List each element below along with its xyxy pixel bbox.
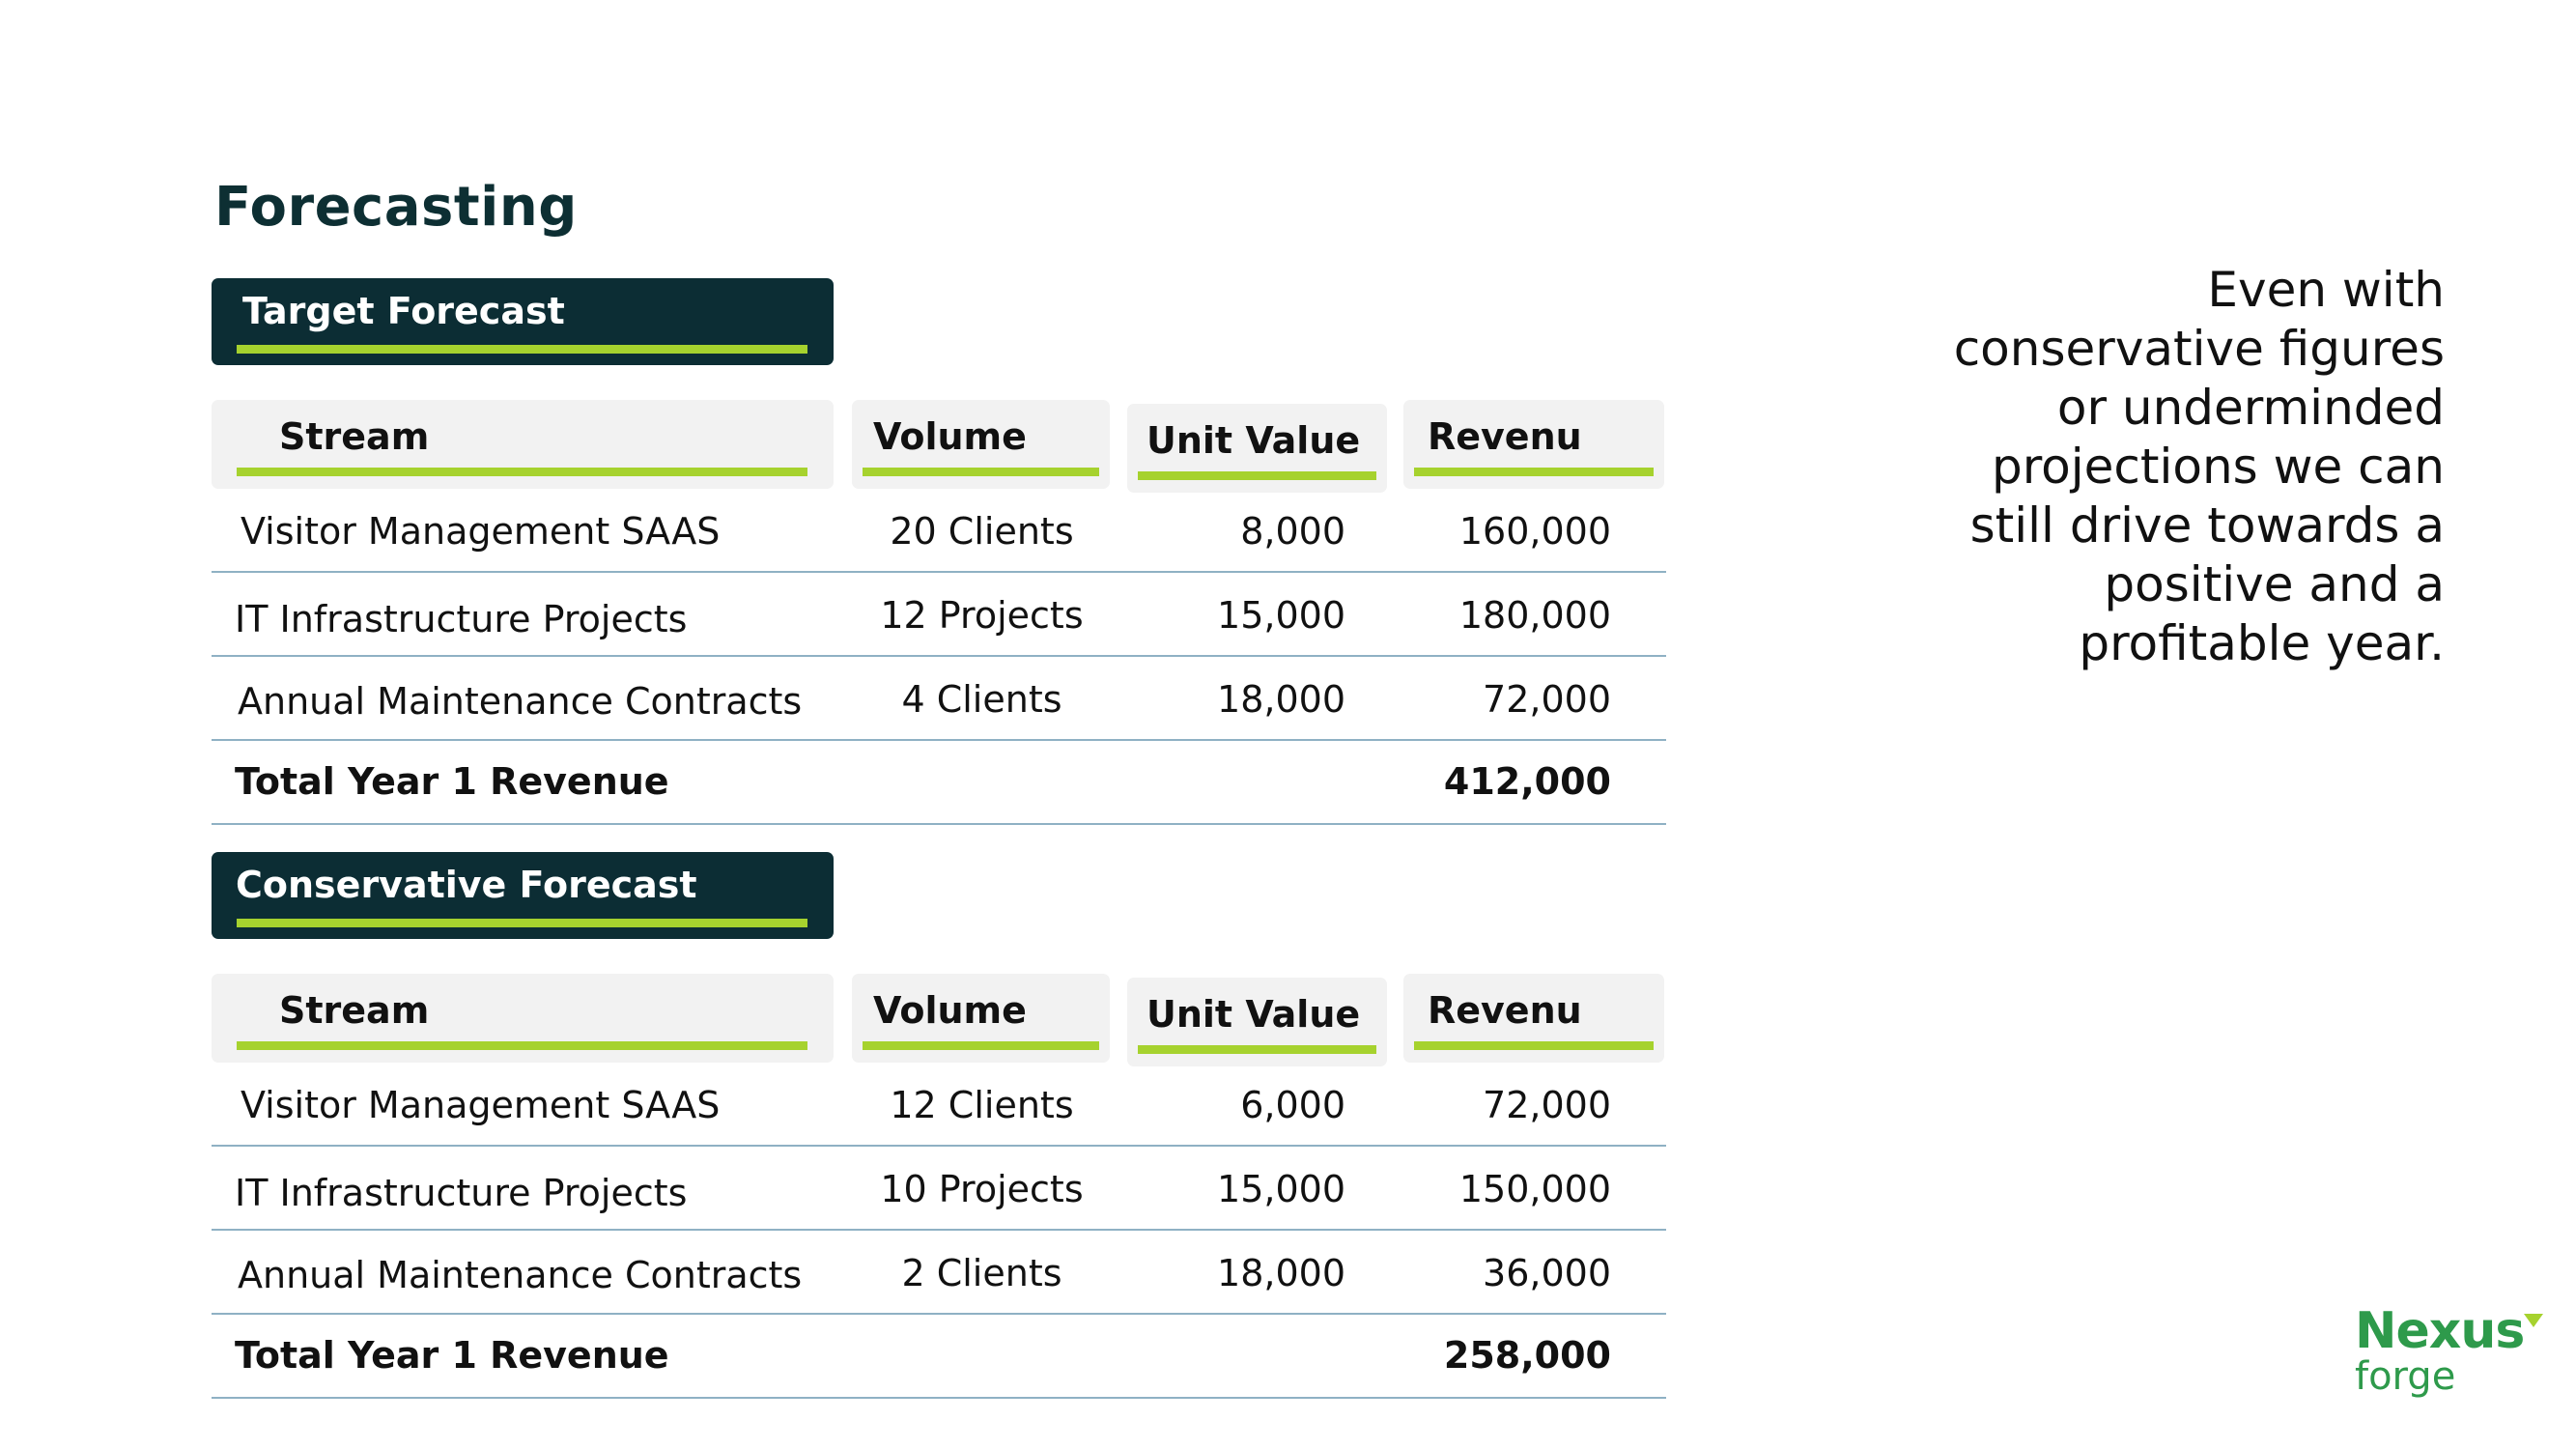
cell-stream: Visitor Management SAAS <box>241 510 721 553</box>
total-value: 412,000 <box>1443 760 1611 803</box>
cell-stream: Visitor Management SAAS <box>241 1084 721 1126</box>
cell-revenue: 36,000 <box>1483 1252 1611 1294</box>
header-underline <box>863 1041 1099 1050</box>
header-unit-value: Unit Value <box>1127 978 1387 1066</box>
conservative-forecast-section: Conservative Forecast Stream Volume Unit… <box>212 852 1666 1399</box>
cell-volume: 2 Clients <box>901 1252 1062 1294</box>
target-forecast-section: Target Forecast Stream Volume Unit Value… <box>212 278 1666 825</box>
header-label: Volume <box>873 415 1027 458</box>
page-title: Forecasting <box>214 176 578 239</box>
cell-unit-value: 15,000 <box>1217 594 1345 637</box>
total-label: Total Year 1 Revenue <box>235 760 669 803</box>
header-label: Unit Value <box>1146 419 1361 462</box>
tagline-text: Even with conservative figures or underm… <box>1953 262 2445 671</box>
table-header: Stream Volume Unit Value Revenu <box>212 400 1666 493</box>
cell-revenue: 150,000 <box>1458 1168 1611 1210</box>
header-underline <box>1414 468 1654 476</box>
header-label: Unit Value <box>1146 993 1361 1036</box>
header-label: Volume <box>873 989 1027 1032</box>
total-label: Total Year 1 Revenue <box>235 1334 669 1377</box>
cell-unit-value: 8,000 <box>1240 510 1345 553</box>
conservative-forecast-banner: Conservative Forecast <box>212 852 834 939</box>
header-volume: Volume <box>852 974 1110 1063</box>
header-revenue: Revenu <box>1403 400 1664 489</box>
cell-unit-value: 15,000 <box>1217 1168 1345 1210</box>
table-row: IT Infrastructure Projects 10 Projects 1… <box>212 1147 1666 1231</box>
cell-revenue: 72,000 <box>1483 1084 1611 1126</box>
header-unit-value: Unit Value <box>1127 404 1387 493</box>
cell-revenue: 180,000 <box>1458 594 1611 637</box>
header-stream: Stream <box>212 400 834 489</box>
header-underline <box>1138 1045 1376 1054</box>
header-label: Stream <box>279 989 430 1032</box>
header-underline <box>1138 471 1376 480</box>
header-label: Revenu <box>1428 989 1582 1032</box>
table-row: Visitor Management SAAS 20 Clients 8,000… <box>212 489 1666 573</box>
table-row: Visitor Management SAAS 12 Clients 6,000… <box>212 1063 1666 1147</box>
header-underline <box>237 468 807 476</box>
banner-underline <box>237 919 807 927</box>
table-row: Annual Maintenance Contracts 4 Clients 1… <box>212 657 1666 741</box>
header-stream: Stream <box>212 974 834 1063</box>
cell-stream: IT Infrastructure Projects <box>235 598 688 640</box>
table-row: Annual Maintenance Contracts 2 Clients 1… <box>212 1231 1666 1315</box>
cell-volume: 10 Projects <box>880 1168 1084 1210</box>
header-revenue: Revenu <box>1403 974 1664 1063</box>
table-row: IT Infrastructure Projects 12 Projects 1… <box>212 573 1666 657</box>
cell-volume: 4 Clients <box>901 678 1062 721</box>
cell-volume: 12 Clients <box>890 1084 1074 1126</box>
header-volume: Volume <box>852 400 1110 489</box>
cell-unit-value: 18,000 <box>1217 678 1345 721</box>
banner-underline <box>237 345 807 354</box>
nexus-forge-logo: Nexus forge <box>2355 1302 2543 1408</box>
cell-volume: 12 Projects <box>880 594 1084 637</box>
header-label: Stream <box>279 415 430 458</box>
table-header: Stream Volume Unit Value Revenu <box>212 974 1666 1066</box>
cell-volume: 20 Clients <box>890 510 1074 553</box>
banner-label: Target Forecast <box>242 290 565 332</box>
cell-stream: Annual Maintenance Contracts <box>238 1254 803 1296</box>
cell-revenue: 72,000 <box>1483 678 1611 721</box>
total-row: Total Year 1 Revenue 258,000 <box>212 1315 1666 1399</box>
header-label: Revenu <box>1428 415 1582 458</box>
cell-unit-value: 18,000 <box>1217 1252 1345 1294</box>
cell-stream: IT Infrastructure Projects <box>235 1172 688 1214</box>
cell-revenue: 160,000 <box>1458 510 1611 553</box>
total-row: Total Year 1 Revenue 412,000 <box>212 741 1666 825</box>
table-body: Visitor Management SAAS 20 Clients 8,000… <box>212 489 1666 825</box>
header-underline <box>1414 1041 1654 1050</box>
target-forecast-banner: Target Forecast <box>212 278 834 365</box>
header-underline <box>237 1041 807 1050</box>
logo-word-nexus: Nexus <box>2355 1302 2525 1360</box>
logo-word-forge: forge <box>2355 1354 2456 1399</box>
header-underline <box>863 468 1099 476</box>
table-body: Visitor Management SAAS 12 Clients 6,000… <box>212 1063 1666 1399</box>
cell-stream: Annual Maintenance Contracts <box>238 680 803 723</box>
total-value: 258,000 <box>1443 1334 1611 1377</box>
green-triangle-icon <box>2524 1314 2543 1327</box>
cell-unit-value: 6,000 <box>1240 1084 1345 1126</box>
banner-label: Conservative Forecast <box>236 864 697 906</box>
